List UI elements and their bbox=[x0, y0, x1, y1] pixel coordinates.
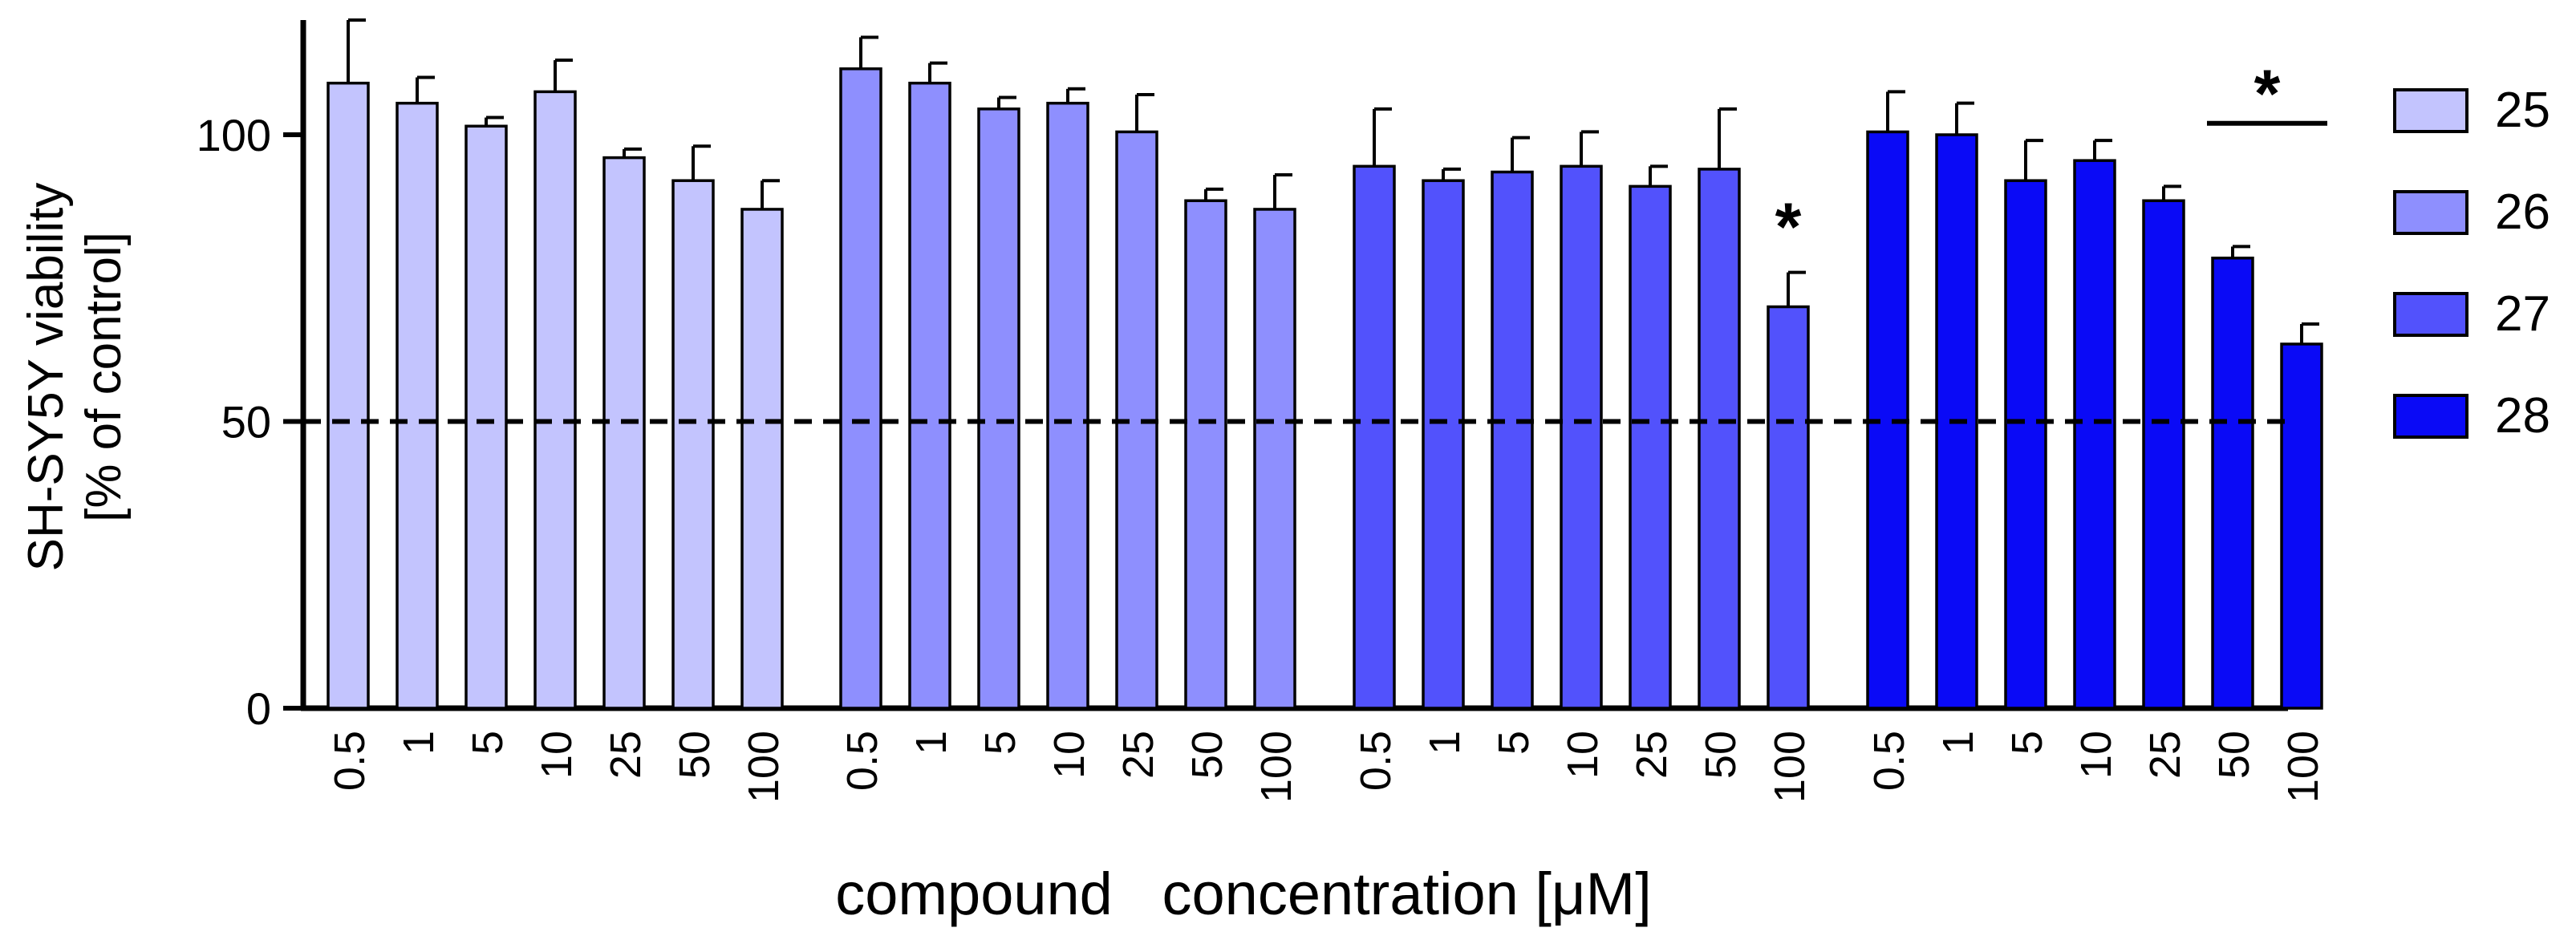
bar-25-1 bbox=[396, 101, 439, 710]
series-26 bbox=[839, 35, 1296, 710]
bar-26-1 bbox=[908, 81, 951, 710]
x-tick-label: 50 bbox=[1697, 731, 1745, 779]
bar-27-50 bbox=[1698, 168, 1741, 710]
x-tick-label: 0.5 bbox=[326, 731, 374, 791]
x-tick-label: 5 bbox=[464, 731, 512, 755]
bar-28-25 bbox=[2142, 199, 2185, 710]
x-tick-label: 50 bbox=[1183, 731, 1231, 779]
x-tick-label: 100 bbox=[2279, 731, 2327, 803]
legend-swatch-27 bbox=[2393, 292, 2468, 337]
x-tick-label: 10 bbox=[533, 731, 581, 779]
bar-25-100 bbox=[740, 208, 784, 710]
x-tick-label: 10 bbox=[1559, 731, 1607, 779]
x-tick-label: 25 bbox=[1114, 731, 1162, 779]
x-tick-label: 5 bbox=[1490, 731, 1538, 755]
y-tick-label: 0 bbox=[246, 683, 271, 734]
y-axis-title-line-1: SH-SY5Y viability bbox=[18, 183, 74, 572]
x-tick-label: 25 bbox=[602, 731, 650, 779]
bar-26-100 bbox=[1253, 208, 1296, 710]
bar-27-10 bbox=[1560, 164, 1603, 710]
x-tick-label: 1 bbox=[907, 731, 955, 755]
bar-26-10 bbox=[1046, 101, 1089, 710]
bar-28-50 bbox=[2211, 256, 2254, 710]
x-tick-label: 1 bbox=[1934, 731, 1982, 755]
x-tick-label: 5 bbox=[976, 731, 1024, 755]
bar-26-5 bbox=[977, 107, 1020, 710]
bar-25-50 bbox=[671, 179, 715, 710]
legend-label-25: 25 bbox=[2495, 83, 2550, 138]
series-25 bbox=[327, 18, 784, 710]
x-tick-label: 50 bbox=[671, 731, 719, 779]
x-tick-label: 10 bbox=[1045, 731, 1093, 779]
x-tick-label: 0.5 bbox=[838, 731, 886, 791]
bar-27-25 bbox=[1629, 184, 1672, 710]
x-tick-label: 0.5 bbox=[1352, 731, 1400, 791]
legend-label-27: 27 bbox=[2495, 286, 2550, 342]
bar-25-10 bbox=[533, 90, 577, 710]
bar-28-100 bbox=[2280, 342, 2323, 710]
x-tick-label: 100 bbox=[1252, 731, 1300, 803]
series-28 bbox=[1866, 90, 2323, 710]
bar-28-10 bbox=[2073, 159, 2116, 710]
legend: 25 26 27 28 bbox=[2393, 83, 2550, 444]
bar-26-50 bbox=[1184, 199, 1227, 710]
legend-swatch-25 bbox=[2393, 88, 2468, 133]
x-axis-title: compound concentration [μM] bbox=[835, 861, 1652, 927]
bar-27-1 bbox=[1422, 179, 1465, 710]
legend-label-28: 28 bbox=[2495, 388, 2550, 444]
bar-25-5 bbox=[464, 124, 508, 710]
bar-27-100 bbox=[1767, 305, 1810, 710]
bar-28-5 bbox=[2004, 179, 2047, 710]
legend-swatch-26 bbox=[2393, 190, 2468, 235]
y-tick-label: 100 bbox=[197, 110, 271, 160]
legend-swatch-28 bbox=[2393, 394, 2468, 439]
significance-marker: * bbox=[2254, 56, 2281, 132]
x-tick-label: 10 bbox=[2072, 731, 2120, 779]
x-tick-label: 100 bbox=[1766, 731, 1814, 803]
legend-label-26: 26 bbox=[2495, 184, 2550, 240]
x-tick-label: 1 bbox=[1421, 731, 1469, 755]
y-tick-label: 50 bbox=[221, 397, 271, 448]
x-tick-label: 25 bbox=[1628, 731, 1676, 779]
bar-27-0.5 bbox=[1353, 164, 1396, 710]
x-tick-label: 50 bbox=[2210, 731, 2258, 779]
x-tick-label: 1 bbox=[395, 731, 443, 755]
bar-25-0.5 bbox=[327, 81, 370, 710]
x-tick-label: 0.5 bbox=[1865, 731, 1913, 791]
bar-25-25 bbox=[602, 156, 646, 710]
x-tick-label: 5 bbox=[2003, 731, 2051, 755]
x-tick-label: 25 bbox=[2141, 731, 2189, 779]
y-axis-title: SH-SY5Y viability [% of control] bbox=[18, 183, 132, 572]
series-27 bbox=[1353, 107, 1810, 710]
significance-marker: * bbox=[1775, 189, 1802, 265]
x-tick-label: 100 bbox=[740, 731, 788, 803]
bar-27-5 bbox=[1491, 170, 1534, 710]
y-axis-title-line-2: [% of control] bbox=[76, 232, 132, 522]
bar-26-0.5 bbox=[839, 67, 882, 710]
